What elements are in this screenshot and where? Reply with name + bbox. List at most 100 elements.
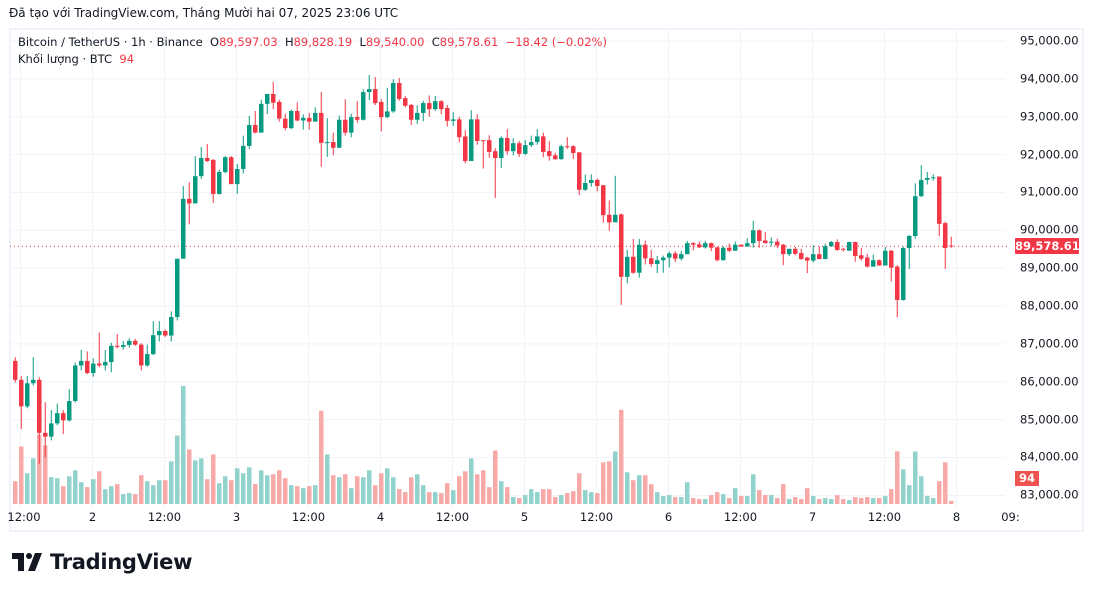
candle-body bbox=[781, 244, 786, 255]
tradingview-logo-icon bbox=[12, 553, 42, 571]
candle-body bbox=[799, 253, 804, 260]
volume-bar bbox=[601, 462, 606, 504]
volume-bar bbox=[835, 495, 840, 504]
candle-body bbox=[361, 92, 366, 120]
volume-bar bbox=[421, 485, 426, 504]
candle-body bbox=[619, 214, 624, 277]
time-tick-label: 12:00 bbox=[723, 510, 758, 524]
time-tick-label: 12:00 bbox=[435, 510, 470, 524]
candle-body bbox=[457, 119, 462, 138]
time-tick-label: 4 bbox=[376, 510, 385, 524]
volume-bar bbox=[175, 435, 180, 504]
volume-bar bbox=[847, 500, 852, 504]
candle-body bbox=[217, 171, 222, 194]
tradingview-logo[interactable]: TradingView bbox=[12, 550, 192, 574]
candle-body bbox=[355, 117, 360, 120]
candle-body bbox=[901, 248, 906, 300]
volume-bar bbox=[325, 454, 330, 504]
candle-body bbox=[577, 152, 582, 190]
volume-label[interactable]: Khối lượng · BTC bbox=[18, 52, 113, 66]
candle-body bbox=[463, 136, 468, 162]
volume-bar bbox=[715, 492, 720, 504]
candle-body bbox=[673, 253, 678, 259]
candle-body bbox=[523, 145, 528, 154]
volume-bar bbox=[103, 489, 108, 504]
volume-bar bbox=[445, 483, 450, 504]
volume-bar bbox=[181, 386, 186, 504]
volume-bar bbox=[361, 477, 366, 504]
volume-bar bbox=[145, 481, 150, 504]
volume-legend: Khối lượng · BTC 94 bbox=[18, 52, 134, 66]
time-tick-label: 12:00 bbox=[291, 510, 326, 524]
volume-bar bbox=[637, 475, 642, 504]
candle-body bbox=[403, 98, 408, 106]
volume-bar bbox=[541, 489, 546, 504]
candle-body bbox=[499, 137, 504, 158]
candle-body bbox=[697, 244, 702, 248]
volume-bar bbox=[619, 409, 624, 504]
price-tick-label: 87,000.00 bbox=[1020, 336, 1079, 351]
volume-bar bbox=[703, 499, 708, 504]
time-tick-label: 12:00 bbox=[7, 510, 41, 524]
symbol-name[interactable]: Bitcoin / TetherUS · 1h · Binance bbox=[18, 35, 203, 49]
candle-body bbox=[115, 345, 120, 347]
volume-bar bbox=[805, 488, 810, 504]
volume-bar bbox=[733, 488, 738, 504]
volume-bar bbox=[943, 462, 948, 504]
candle-body bbox=[595, 179, 600, 187]
candle-body bbox=[289, 111, 294, 129]
volume-bar bbox=[673, 497, 678, 504]
price-tick-label: 93,000.00 bbox=[1020, 109, 1079, 124]
candle-body bbox=[331, 142, 336, 148]
low-value: 89,540.00 bbox=[365, 35, 425, 49]
candle-body bbox=[49, 423, 54, 437]
change-value: −18.42 (−0.02%) bbox=[505, 35, 607, 49]
time-tick-label: 12:00 bbox=[147, 510, 182, 524]
candle-body bbox=[607, 214, 612, 223]
volume-bar bbox=[799, 499, 804, 504]
candle-body bbox=[121, 345, 126, 347]
volume-bar bbox=[535, 492, 540, 504]
volume-bar bbox=[865, 497, 870, 504]
candle-body bbox=[811, 254, 816, 261]
volume-bar bbox=[457, 476, 462, 504]
chart-credit: Đã tạo với TradingView.com, Tháng Mười h… bbox=[9, 6, 399, 20]
time-tick-label: 6 bbox=[664, 510, 673, 524]
volume-bar bbox=[121, 494, 126, 504]
volume-bar bbox=[331, 475, 336, 504]
candle-body bbox=[895, 266, 900, 300]
time-tick-label: 5 bbox=[520, 510, 529, 524]
volume-bar bbox=[823, 498, 828, 504]
candle-body bbox=[505, 137, 510, 152]
candle-body bbox=[745, 243, 750, 247]
candle-body bbox=[277, 101, 282, 119]
candle-body bbox=[643, 244, 648, 259]
candle-body bbox=[787, 248, 792, 255]
volume-bar bbox=[859, 498, 864, 504]
volume-bar bbox=[367, 470, 372, 504]
volume-bar bbox=[787, 499, 792, 504]
candle-body bbox=[907, 235, 912, 249]
volume-bar bbox=[739, 496, 744, 504]
volume-bar bbox=[187, 449, 192, 504]
volume-bar bbox=[559, 495, 564, 504]
volume-bar bbox=[163, 480, 168, 504]
candle-body bbox=[193, 176, 198, 204]
candle-body bbox=[589, 179, 594, 183]
candle-body bbox=[85, 360, 90, 374]
volume-bar bbox=[901, 469, 906, 504]
time-tick-label: 3 bbox=[232, 510, 241, 524]
candle-body bbox=[541, 136, 546, 152]
volume-bar bbox=[433, 492, 438, 504]
candle-body bbox=[625, 256, 630, 277]
brand-name: TradingView bbox=[50, 550, 193, 574]
volume-bar bbox=[595, 493, 600, 504]
candle-body bbox=[109, 345, 114, 363]
candle-body bbox=[889, 250, 894, 268]
volume-bar bbox=[91, 479, 96, 504]
volume-bar bbox=[679, 497, 684, 504]
candle-body bbox=[709, 243, 714, 248]
volume-bar bbox=[211, 454, 216, 504]
candle-body bbox=[817, 254, 822, 260]
